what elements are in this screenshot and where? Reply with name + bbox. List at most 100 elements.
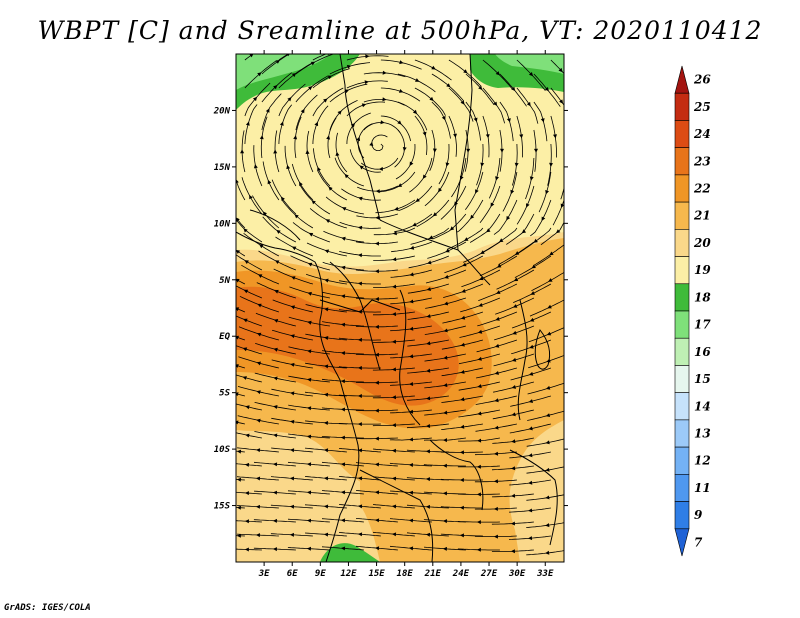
streamline-arrow <box>258 274 263 278</box>
streamline-arrow <box>290 448 295 453</box>
streamline-arrow <box>459 533 464 538</box>
streamline-arrow <box>466 148 471 153</box>
streamline-arrow <box>289 476 295 481</box>
streamline-arrow <box>341 265 346 270</box>
streamline-arrow <box>391 504 397 509</box>
streamline-arrow <box>275 260 280 264</box>
streamline-arrow <box>311 200 316 205</box>
streamline-arrow <box>287 97 292 102</box>
streamline-arrow <box>289 532 294 537</box>
streamline-arrow <box>459 478 464 482</box>
streamline-arrow <box>236 420 239 425</box>
streamline-arrow <box>273 149 278 154</box>
streamline-arrow <box>290 334 295 339</box>
streamline-arrow <box>558 67 563 73</box>
streamline-arrow <box>397 120 402 125</box>
streamline-arrow <box>323 392 329 397</box>
streamline-arrow <box>291 276 296 280</box>
streamline-arrow <box>340 379 345 384</box>
streamline <box>312 54 327 61</box>
colorbar-swatch <box>674 229 690 257</box>
streamline-arrow <box>528 371 534 376</box>
colorbar-swatch <box>674 419 690 448</box>
streamline-arrow <box>255 504 260 509</box>
streamline-arrow <box>242 347 248 352</box>
streamline-arrow <box>257 72 262 77</box>
streamline-arrow <box>253 164 258 169</box>
streamline-arrow <box>256 418 261 423</box>
streamline-arrow <box>375 546 380 551</box>
streamline-arrow <box>236 364 239 368</box>
streamline-arrow <box>324 278 329 283</box>
lon-tick-label: 18E <box>397 569 414 579</box>
streamline-arrow <box>324 448 329 453</box>
streamline-arrow <box>425 449 430 454</box>
streamline-arrow <box>442 546 447 551</box>
streamline-arrow <box>402 147 407 152</box>
streamline-arrow <box>357 394 362 398</box>
colorbar-label: 9 <box>694 508 703 522</box>
streamline-arrow <box>490 202 495 207</box>
streamline-arrow <box>397 183 403 187</box>
streamline-arrow <box>391 476 397 481</box>
streamline-arrow <box>545 440 550 445</box>
colorbar: 7 9 11 12 13 14 15 16 17 18 19 20 21 22 23 24 25 26 <box>674 65 711 557</box>
streamline-arrow <box>273 405 278 409</box>
streamline-arrow <box>547 304 552 309</box>
streamline-arrow <box>236 217 240 222</box>
streamline-arrow <box>380 120 385 125</box>
streamline-arrow <box>265 108 270 113</box>
streamline-arrow <box>422 131 427 137</box>
streamline-arrow <box>567 137 571 141</box>
lat-tick-label: 10S <box>214 445 231 455</box>
colorbar-swatch <box>674 365 690 393</box>
streamline-arrow <box>243 289 249 294</box>
streamline-arrow <box>409 299 414 304</box>
streamline-arrow <box>300 108 305 114</box>
streamline-arrow <box>425 532 431 537</box>
streamline-arrow <box>256 332 262 337</box>
streamline-arrow <box>476 520 481 525</box>
streamline-arrow <box>553 134 557 139</box>
streamline-arrow <box>357 337 362 342</box>
streamline-arrow <box>544 87 549 92</box>
streamline-arrow <box>276 230 281 234</box>
streamline-arrow <box>317 166 321 172</box>
streamline-arrow <box>442 463 447 468</box>
colorbar-label: 7 <box>694 535 703 549</box>
streamline-arrow <box>510 521 515 526</box>
lat-tick-label: 15S <box>214 502 231 512</box>
streamline-arrow <box>289 504 294 509</box>
streamline-arrow <box>357 253 363 258</box>
streamline-arrow <box>426 424 431 428</box>
streamline-arrow <box>236 533 241 538</box>
streamline-arrow <box>391 339 396 344</box>
colorbar-swatch <box>674 120 690 148</box>
streamline-arrow <box>412 222 417 227</box>
streamline-arrow <box>341 236 346 241</box>
streamline-arrows <box>236 54 571 555</box>
streamline-arrow <box>459 505 464 510</box>
lat-tick-label: 15N <box>214 163 231 173</box>
streamline-arrow <box>323 421 328 425</box>
streamline-arrow <box>528 72 534 77</box>
streamline-arrow <box>374 408 379 413</box>
streamline-arrow <box>534 148 538 153</box>
colorbar-swatch <box>674 201 690 230</box>
streamline-arrow <box>446 83 451 88</box>
streamline-arrow <box>495 316 500 321</box>
lon-tick-label: 3E <box>258 569 270 579</box>
streamline-arrow <box>511 357 517 362</box>
streamline-arrow <box>493 534 498 539</box>
streamline-arrow <box>442 519 447 524</box>
streamline-arrow <box>429 96 434 101</box>
streamline-arrow <box>485 134 490 139</box>
streamline-arrow <box>528 399 533 403</box>
streamline-arrow <box>374 241 379 246</box>
streamline-arrow <box>460 342 465 347</box>
streamline-arrow <box>314 121 319 127</box>
colorbar-swatch <box>674 392 690 421</box>
streamline-arrow <box>530 291 535 295</box>
streamline-arrow <box>273 376 278 381</box>
streamline-arrow <box>374 518 380 523</box>
